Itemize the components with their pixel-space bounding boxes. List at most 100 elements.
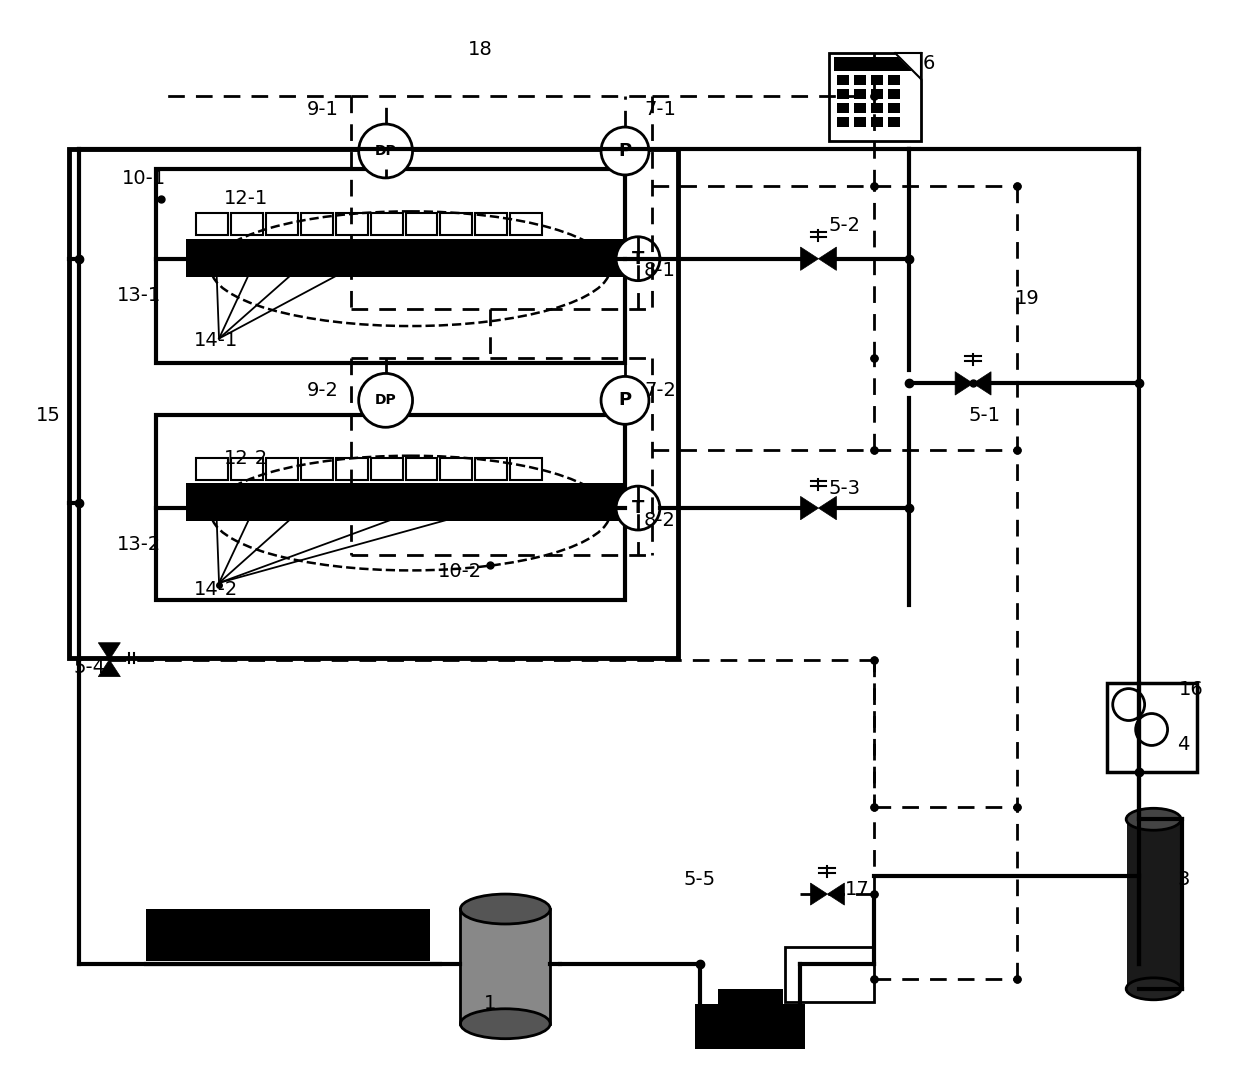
- Bar: [156, 169, 625, 363]
- Circle shape: [1112, 688, 1145, 720]
- Bar: [872, 75, 883, 85]
- Text: 11: 11: [264, 935, 288, 953]
- Text: 5-3: 5-3: [828, 478, 861, 497]
- Text: 12-1: 12-1: [224, 190, 268, 208]
- Text: DP: DP: [374, 144, 397, 158]
- Text: 18: 18: [467, 40, 492, 59]
- Bar: [146, 909, 430, 961]
- Bar: [371, 458, 403, 480]
- Bar: [872, 103, 883, 114]
- Polygon shape: [827, 883, 844, 905]
- Text: 6: 6: [923, 54, 935, 73]
- Bar: [872, 117, 883, 128]
- Bar: [398, 487, 455, 517]
- Text: P: P: [619, 391, 631, 410]
- Bar: [475, 213, 507, 235]
- Text: 7-1: 7-1: [644, 100, 676, 119]
- Ellipse shape: [1126, 808, 1180, 830]
- Bar: [231, 458, 263, 480]
- Circle shape: [358, 124, 413, 178]
- Bar: [208, 487, 265, 517]
- Bar: [888, 75, 900, 85]
- Bar: [301, 458, 332, 480]
- Bar: [69, 149, 678, 658]
- Bar: [888, 103, 900, 114]
- Text: 7-2: 7-2: [644, 381, 676, 400]
- Text: 4: 4: [1177, 735, 1189, 754]
- Text: 13-2: 13-2: [117, 536, 161, 554]
- Bar: [475, 458, 507, 480]
- Bar: [694, 1003, 805, 1048]
- Polygon shape: [801, 496, 818, 520]
- Bar: [837, 117, 849, 128]
- Text: 9-2: 9-2: [306, 381, 339, 400]
- Bar: [835, 57, 916, 71]
- Text: 8-2: 8-2: [644, 510, 676, 530]
- Bar: [301, 213, 332, 235]
- Bar: [186, 239, 625, 277]
- Bar: [336, 213, 367, 235]
- Text: DP: DP: [374, 393, 397, 407]
- Text: 15: 15: [36, 406, 61, 425]
- Bar: [303, 487, 361, 517]
- Bar: [854, 89, 867, 99]
- Circle shape: [1136, 714, 1168, 745]
- Polygon shape: [818, 496, 837, 520]
- Polygon shape: [973, 372, 991, 396]
- Polygon shape: [955, 372, 973, 396]
- Text: 14-2: 14-2: [193, 580, 238, 599]
- Circle shape: [616, 237, 660, 281]
- Text: 5-5: 5-5: [683, 869, 715, 889]
- Bar: [511, 213, 542, 235]
- Bar: [440, 213, 472, 235]
- Bar: [196, 458, 228, 480]
- Text: 10-1: 10-1: [123, 169, 166, 189]
- Polygon shape: [98, 659, 120, 676]
- Bar: [186, 483, 625, 521]
- Circle shape: [601, 128, 649, 175]
- Polygon shape: [98, 643, 120, 659]
- Bar: [511, 458, 542, 480]
- Bar: [336, 458, 367, 480]
- Ellipse shape: [460, 1009, 551, 1039]
- Polygon shape: [801, 247, 818, 270]
- Bar: [303, 242, 361, 272]
- Bar: [888, 117, 900, 128]
- Ellipse shape: [1126, 978, 1180, 1000]
- Text: 19: 19: [1014, 289, 1039, 308]
- Bar: [405, 458, 438, 480]
- Bar: [1127, 819, 1182, 988]
- Bar: [460, 909, 551, 1024]
- Bar: [156, 415, 625, 600]
- Bar: [1107, 683, 1197, 773]
- Bar: [398, 242, 455, 272]
- Circle shape: [601, 376, 649, 425]
- Bar: [265, 213, 298, 235]
- Polygon shape: [895, 54, 921, 79]
- Bar: [492, 487, 551, 517]
- Bar: [837, 75, 849, 85]
- Bar: [854, 75, 867, 85]
- Text: 5-4: 5-4: [73, 658, 105, 678]
- Polygon shape: [818, 247, 837, 270]
- Text: 5-1: 5-1: [968, 406, 999, 425]
- Text: 1: 1: [484, 995, 496, 1013]
- Bar: [785, 947, 874, 1002]
- Text: 3: 3: [1177, 869, 1189, 889]
- Text: 17: 17: [844, 880, 869, 898]
- Bar: [830, 54, 921, 142]
- Text: T: T: [631, 250, 644, 268]
- Bar: [231, 213, 263, 235]
- Bar: [196, 213, 228, 235]
- Text: 13-1: 13-1: [117, 286, 161, 306]
- Text: P: P: [619, 142, 631, 160]
- Text: 8-1: 8-1: [644, 262, 676, 280]
- Bar: [888, 89, 900, 99]
- Bar: [854, 103, 867, 114]
- Bar: [492, 242, 551, 272]
- Text: 10-2: 10-2: [439, 563, 482, 581]
- Bar: [837, 103, 849, 114]
- Text: 14-1: 14-1: [193, 331, 238, 349]
- Ellipse shape: [460, 894, 551, 924]
- Text: 5-2: 5-2: [828, 217, 861, 236]
